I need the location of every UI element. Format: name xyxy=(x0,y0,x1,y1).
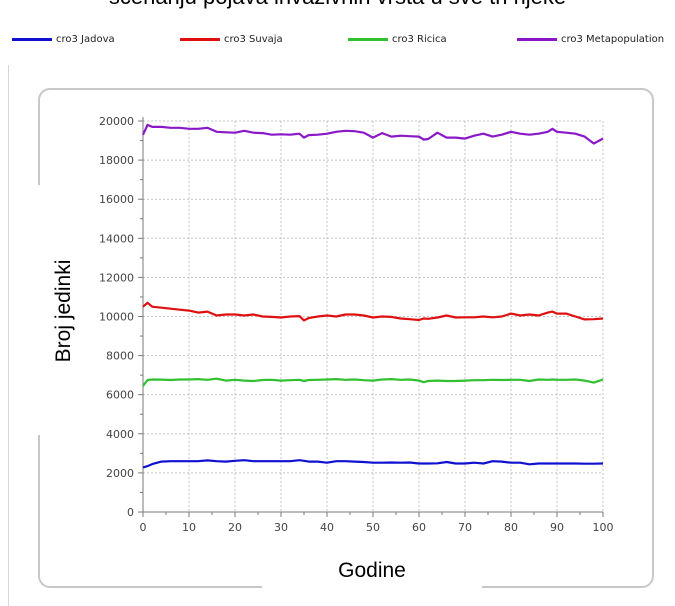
y-axis-title: Broj jedinki xyxy=(52,260,75,363)
chart-title-clip: scenariju pojava invazivnih vrsta u sve … xyxy=(0,0,675,14)
legend: cro3 Jadova cro3 Suvaja cro3 Ricica cro3… xyxy=(0,34,675,56)
legend-item-ricica: cro3 Ricica xyxy=(348,34,447,45)
y-tick-label: 10000 xyxy=(99,311,134,324)
y-tick-label: 12000 xyxy=(99,271,134,284)
y-tick-label: 6000 xyxy=(106,389,134,402)
legend-label-ricica: cro3 Ricica xyxy=(392,34,447,45)
axes xyxy=(138,117,604,517)
legend-swatch-jadova xyxy=(12,38,52,41)
series-line-cro3-suvaja xyxy=(142,301,604,322)
legend-label-jadova: cro3 Jadova xyxy=(56,34,115,45)
x-tick-label: 0 xyxy=(140,521,147,534)
x-axis-title: Godine xyxy=(338,559,406,582)
y-tick-label: 8000 xyxy=(106,350,134,363)
legend-item-suvaja: cro3 Suvaja xyxy=(180,34,283,45)
x-axis-title-background xyxy=(262,580,482,594)
x-tick-label: 40 xyxy=(320,521,334,534)
x-tick-label: 20 xyxy=(228,521,242,534)
y-tick-label: 0 xyxy=(127,506,134,519)
legend-swatch-metapopulation xyxy=(517,38,557,41)
legend-item-jadova: cro3 Jadova xyxy=(12,34,115,45)
x-tick-label: 50 xyxy=(366,521,380,534)
legend-item-metapopulation: cro3 Metapopulation xyxy=(517,34,664,45)
y-axis-title-background xyxy=(30,185,46,435)
y-tick-label: 14000 xyxy=(99,232,134,245)
legend-label-metapopulation: cro3 Metapopulation xyxy=(561,34,665,45)
tick-labels: 0 2000 4000 6000 8000 10000 12000 14000 16000 180… xyxy=(99,115,614,534)
y-tick-label: 2000 xyxy=(106,467,134,480)
y-tick-label: 20000 xyxy=(99,115,134,128)
x-tick-label: 90 xyxy=(550,521,564,534)
left-divider xyxy=(8,65,9,606)
series-line-cro3-jadova xyxy=(142,459,604,469)
y-tick-label: 4000 xyxy=(106,428,134,441)
series-line-cro3-metapopulation xyxy=(142,123,604,145)
legend-label-suvaja: cro3 Suvaja xyxy=(224,34,283,45)
x-tick-label: 10 xyxy=(182,521,196,534)
x-tick-label: 100 xyxy=(593,521,614,534)
legend-swatch-suvaja xyxy=(180,38,220,41)
y-tick-label: 18000 xyxy=(99,154,134,167)
legend-swatch-ricica xyxy=(348,38,388,41)
x-tick-label: 70 xyxy=(458,521,472,534)
x-tick-label: 80 xyxy=(504,521,518,534)
grid xyxy=(143,120,604,512)
chart-title: scenariju pojava invazivnih vrsta u sve … xyxy=(0,0,675,10)
series-line-cro3-ricica xyxy=(142,377,604,387)
series-lines xyxy=(142,123,604,469)
x-tick-label: 30 xyxy=(274,521,288,534)
y-tick-label: 16000 xyxy=(99,193,134,206)
x-tick-label: 60 xyxy=(412,521,426,534)
